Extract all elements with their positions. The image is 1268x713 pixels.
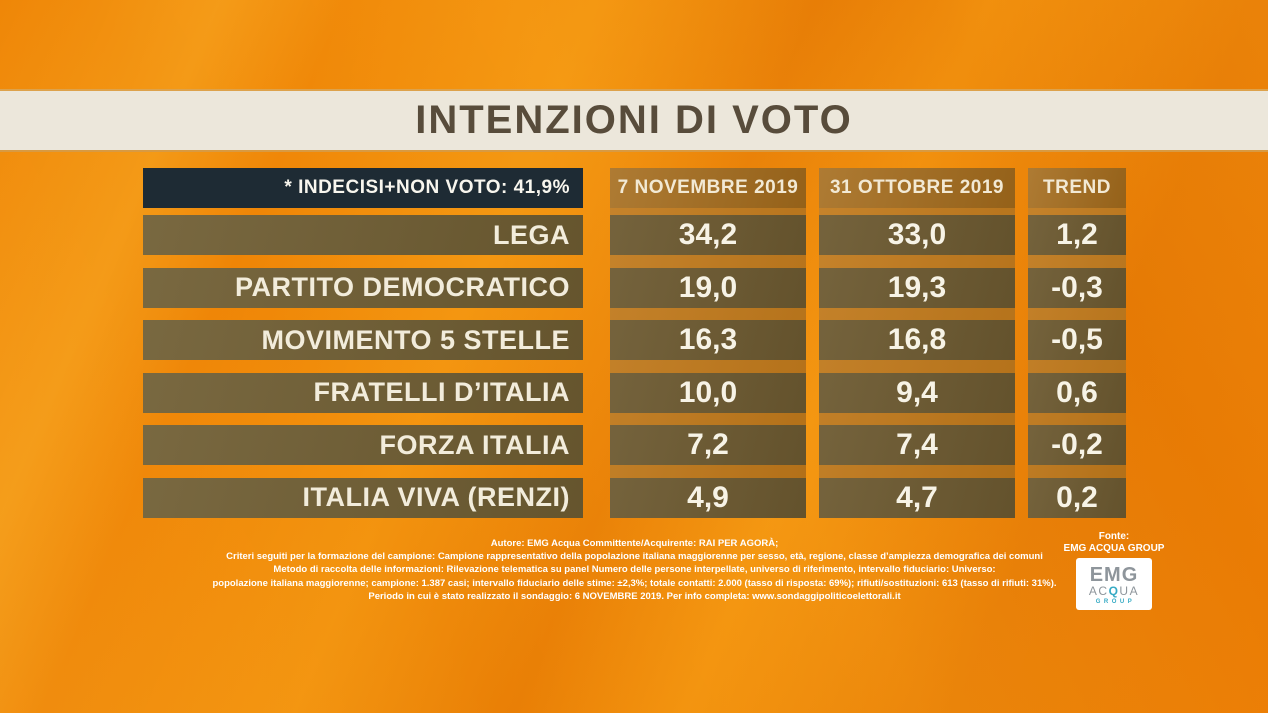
value-31-ottobre: 4,7 (819, 477, 1015, 518)
value-trend: -0,3 (1028, 267, 1126, 308)
value-7-novembre: 16,3 (610, 320, 806, 360)
emg-acqua-logo: EMG ACQUA GROUP (1076, 558, 1152, 610)
party-name: MOVIMENTO 5 STELLE (143, 320, 583, 360)
value-7-novembre: 10,0 (610, 372, 806, 413)
table-row: PARTITO DEMOCRATICO 19,0 19,3 -0,3 (143, 267, 1126, 308)
methodology-note-line: Criteri seguiti per la formazione del ca… (226, 551, 1043, 563)
value-31-ottobre: 16,8 (819, 320, 1015, 360)
value-trend: 0,2 (1028, 477, 1126, 518)
table-row: MOVIMENTO 5 STELLE 16,3 16,8 -0,5 (143, 320, 1126, 360)
table-row: FRATELLI D’ITALIA 10,0 9,4 0,6 (143, 372, 1126, 413)
logo-acqua-pre: AC (1088, 583, 1109, 598)
party-name: FRATELLI D’ITALIA (143, 372, 583, 413)
party-name: FORZA ITALIA (143, 425, 583, 465)
value-7-novembre: 4,9 (610, 477, 806, 518)
table-row: ITALIA VIVA (RENZI) 4,9 4,7 0,2 (143, 477, 1126, 518)
value-trend: 0,6 (1028, 372, 1126, 413)
methodology-note-line: Metodo di raccolta delle informazioni: R… (273, 564, 996, 576)
value-7-novembre: 34,2 (610, 215, 806, 255)
logo-acqua-post: UA (1119, 583, 1140, 598)
value-31-ottobre: 9,4 (819, 372, 1015, 413)
source-name: EMG ACQUA GROUP (1063, 543, 1165, 554)
logo-emg-text: EMG (1089, 563, 1139, 586)
undecided-note: * INDECISI+NON VOTO: 41,9% (143, 168, 583, 208)
party-name: LEGA (143, 215, 583, 255)
column-header: 7 NOVEMBRE 2019 (610, 168, 806, 208)
logo-group-text: GROUP (1095, 598, 1136, 605)
value-trend: -0,2 (1028, 425, 1126, 465)
source-block: Fonte: EMG ACQUA GROUP EMG ACQUA GROUP (1058, 531, 1170, 610)
value-7-novembre: 7,2 (610, 425, 806, 465)
page-title: INTENZIONI DI VOTO (415, 98, 853, 142)
value-7-novembre: 19,0 (610, 267, 806, 308)
table-header-row: * INDECISI+NON VOTO: 41,9% 7 NOVEMBRE 20… (143, 168, 1126, 208)
source-label: Fonte: (1098, 531, 1130, 542)
methodology-note-line: Periodo in cui è stato realizzato il son… (368, 590, 901, 602)
poll-table: * INDECISI+NON VOTO: 41,9% 7 NOVEMBRE 20… (143, 168, 1126, 518)
party-name: PARTITO DEMOCRATICO (143, 267, 583, 308)
logo-acqua-text: ACQUA (1088, 583, 1140, 598)
methodology-notes: Autore: EMG Acqua Committente/Acquirente… (143, 537, 1126, 603)
logo-acqua-q: Q (1108, 583, 1120, 598)
value-31-ottobre: 33,0 (819, 215, 1015, 255)
party-name: ITALIA VIVA (RENZI) (143, 477, 583, 518)
column-header: TREND (1028, 168, 1126, 208)
table-row: FORZA ITALIA 7,2 7,4 -0,2 (143, 425, 1126, 465)
table-rows: LEGA 34,2 33,0 1,2 PARTITO DEMOCRATICO 1… (143, 215, 1126, 518)
value-31-ottobre: 19,3 (819, 267, 1015, 308)
table-row: LEGA 34,2 33,0 1,2 (143, 215, 1126, 255)
column-header: 31 OTTOBRE 2019 (819, 168, 1015, 208)
value-trend: -0,5 (1028, 320, 1126, 360)
value-trend: 1,2 (1028, 215, 1126, 255)
methodology-note-line: Autore: EMG Acqua Committente/Acquirente… (490, 538, 779, 549)
value-31-ottobre: 7,4 (819, 425, 1015, 465)
title-band: INTENZIONI DI VOTO (0, 89, 1268, 152)
methodology-note-line: popolazione italiana maggiorenne; campio… (212, 577, 1057, 589)
